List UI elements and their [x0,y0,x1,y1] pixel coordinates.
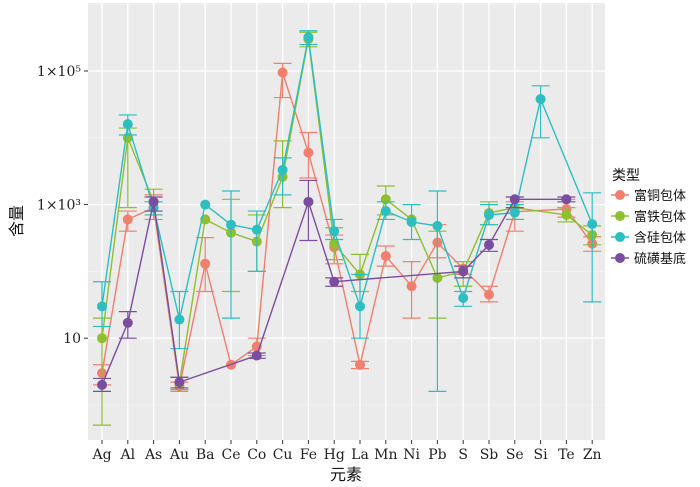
legend-label: 硫磺基底 [634,251,686,267]
data-point [458,266,469,277]
data-point [587,219,598,230]
x-tick-label: Se [506,447,524,463]
x-tick-label: Cu [273,447,293,463]
error-bar [299,179,318,242]
x-tick-label: Mn [374,447,397,463]
data-point [122,214,133,225]
data-point [174,314,185,325]
y-tick-label: 1×10⁵ [37,64,81,80]
y-axis: 10 1×10³ 1×10⁵ [37,64,88,347]
data-point [535,94,546,105]
x-tick-label: Au [169,447,189,463]
legend-key-point [615,190,625,200]
x-tick-label: Ni [403,447,420,463]
data-point [303,147,314,158]
x-tick-label: Ag [91,447,111,463]
x-tick-label: Pb [428,447,446,463]
x-axis-title: 元素 [330,465,362,484]
data-point [200,199,211,210]
data-point [174,377,185,388]
data-point [251,350,262,361]
error-bar [222,190,240,319]
data-point [432,220,443,231]
legend-item: 富铜包体 [611,188,686,204]
data-point [484,289,494,300]
series-3 [93,30,602,392]
x-tick-label: Zn [583,447,602,463]
y-axis-title: 含量 [7,205,26,237]
data-point [97,379,107,390]
data-point [406,216,417,227]
data-point [122,119,133,130]
data-point [355,301,365,312]
legend-key-point [615,232,625,242]
legend-label: 富铜包体 [634,188,686,204]
data-point [122,317,133,328]
y-tick-label: 10 [63,331,81,347]
data-point [329,238,340,249]
data-point [200,258,211,269]
x-tick-label: Al [120,447,136,463]
plot-panel [88,3,605,440]
data-point [277,164,288,175]
data-point [148,196,159,207]
data-point [355,359,365,370]
data-point [97,301,107,312]
legend-title: 类型 [612,168,640,184]
legend-label: 含硅包体 [634,230,686,246]
data-point [509,194,520,205]
legend-key-point [615,253,625,263]
x-tick-label: Hg [324,447,345,463]
data-point [329,226,340,237]
legend-label: 富铁包体 [634,209,686,225]
x-tick-label: Si [534,447,549,463]
data-point [303,196,314,207]
data-point [484,209,494,220]
error-bar [247,210,266,272]
x-tick-label: Ce [222,447,241,463]
data-point [561,194,572,205]
x-axis: Ag Al As Au Ba Ce Co Cu Fe Hg La Mn Ni Pb S Sb Se Si Te Zn [91,440,602,463]
data-point [509,207,520,218]
data-point [329,276,340,287]
data-point [303,32,314,43]
data-point [406,281,417,292]
data-point [380,251,391,262]
y-tick-label: 1×10³ [37,198,81,214]
legend-item: 硫磺基底 [611,251,686,267]
error-bar [583,192,602,303]
data-point [277,67,288,78]
legend-key-point [615,211,625,221]
x-tick-label: As [144,447,162,463]
data-point [484,239,494,250]
data-point [561,209,572,220]
series-layer [93,30,602,426]
data-point [226,219,236,230]
x-tick-label: La [351,447,369,463]
series-4 [93,179,576,392]
x-tick-label: Fe [300,447,317,463]
x-tick-label: Te [558,447,575,463]
x-tick-label: Ba [196,447,215,463]
error-bar [273,157,292,196]
x-tick-label: Sb [480,447,499,463]
data-point [251,224,262,235]
legend-item: 含硅包体 [611,230,686,246]
legend-item: 富铁包体 [611,209,686,225]
data-point [380,206,391,217]
data-point [458,292,469,303]
x-tick-label: S [458,447,468,463]
data-point [97,333,107,344]
x-tick-label: Co [247,447,266,463]
